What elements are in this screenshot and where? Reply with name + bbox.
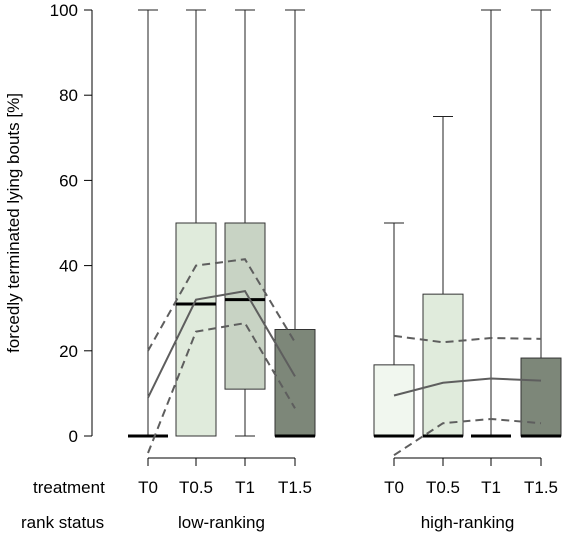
y-tick-label: 60 — [59, 171, 78, 190]
y-tick-label: 0 — [69, 427, 78, 446]
treatment-label: T1.5 — [278, 478, 312, 497]
fitted-line — [147, 290, 296, 399]
fitted-line — [393, 377, 542, 397]
treatment-label: T0.5 — [179, 478, 213, 497]
box — [422, 293, 464, 437]
y-tick-label: 20 — [59, 342, 78, 361]
treatment-label: T1 — [481, 478, 501, 497]
ci-upper-line — [147, 258, 296, 352]
y-tick-label: 80 — [59, 86, 78, 105]
ci-upper-line — [393, 334, 542, 344]
y-tick-label: 40 — [59, 257, 78, 276]
y-axis-label: forcedly terminated lying bouts [%] — [4, 93, 23, 353]
treatment-label: T0.5 — [426, 478, 460, 497]
rank-group-label: high-ranking — [421, 513, 515, 532]
y-axis: 0 20 40 60 80 100 — [50, 1, 93, 446]
x-axis-labels: T0 T0.5 T1 T1.5 low-ranking T0 T0.5 T1 T1.5 high-… — [138, 457, 558, 532]
plot-area — [128, 9, 562, 457]
treatment-label: T0 — [384, 478, 404, 497]
treatment-label: T1 — [235, 478, 255, 497]
y-tick-label: 100 — [50, 1, 78, 20]
ci-lower-line — [393, 417, 542, 457]
treatment-label: T1.5 — [524, 478, 558, 497]
box — [520, 357, 562, 437]
box — [274, 329, 316, 437]
treatment-label: T0 — [138, 478, 158, 497]
rank-group-label: low-ranking — [178, 513, 265, 532]
rank-status-row-label: rank status — [21, 513, 104, 532]
treatment-row-label: treatment — [33, 478, 105, 497]
ci-lower-line — [147, 322, 296, 454]
box — [224, 222, 266, 390]
box — [373, 364, 415, 437]
